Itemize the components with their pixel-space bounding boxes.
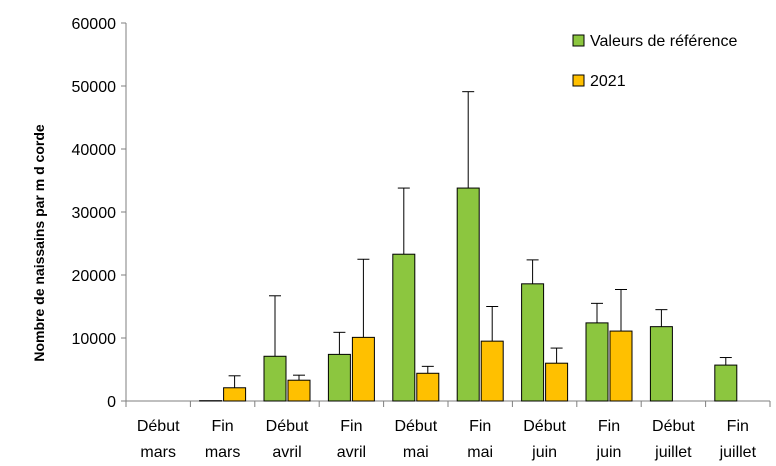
bar-reference (649, 326, 673, 402)
bar-2021 (480, 340, 504, 402)
bar-2021 (609, 330, 633, 402)
bar-reference (327, 353, 351, 402)
y-tick-label: 20000 (72, 268, 117, 285)
legend-label: Valeurs de référence (590, 33, 737, 50)
bar-2021 (416, 372, 440, 402)
y-tick-label: 50000 (72, 79, 117, 96)
bar-reference (456, 187, 480, 402)
x-tick-label: Début (523, 418, 566, 435)
bar-reference (714, 364, 738, 402)
x-tick-label: Début (137, 418, 180, 435)
x-tick-label: Fin (469, 418, 491, 435)
x-tick-labels: Début mars Fin mars Début avril Fin avril Début m… (137, 418, 757, 461)
bar-reference (392, 253, 416, 402)
bar-2021 (287, 379, 311, 402)
x-tick-label: Fin (340, 418, 362, 435)
x-tick-label: Fin (211, 418, 233, 435)
y-tick-label: 0 (107, 394, 116, 411)
y-tick-label: 30000 (72, 205, 117, 222)
x-tick-label: juin (531, 444, 557, 461)
bar-reference (585, 322, 609, 402)
y-tick-labels: 0 10000 20000 30000 40000 50000 60000 (72, 16, 117, 411)
legend: Valeurs de référence 2021 (572, 33, 737, 90)
x-tick-label: avril (337, 444, 366, 461)
legend-swatch (572, 74, 585, 87)
legend-label: 2021 (590, 73, 626, 90)
y-axis-label: Nombre de naissains par m d corde (31, 124, 47, 362)
y-tick-label: 40000 (72, 142, 117, 159)
bars (199, 187, 738, 402)
y-tick-label: 10000 (72, 331, 117, 348)
error-bars (228, 91, 732, 388)
x-tick-label: Début (266, 418, 309, 435)
x-tick-label: juillet (654, 444, 692, 461)
bar-2021 (223, 387, 247, 402)
x-tick-label: juillet (719, 444, 757, 461)
x-tick-label: mai (467, 444, 493, 461)
y-tick-label: 60000 (72, 16, 117, 33)
x-tick-label: mai (403, 444, 429, 461)
x-tick-label: Fin (727, 418, 749, 435)
x-tick-label: Début (394, 418, 437, 435)
x-tick-label: Fin (598, 418, 620, 435)
bar-2021 (545, 362, 569, 402)
x-tick-label: Début (652, 418, 695, 435)
x-tick-label: avril (272, 444, 301, 461)
x-tick-label: mars (140, 444, 176, 461)
x-tick-label: juin (596, 444, 622, 461)
legend-swatch (572, 34, 585, 47)
bar-reference (521, 283, 545, 402)
bar-reference (263, 355, 287, 402)
bar-2021 (351, 336, 375, 402)
x-tick-label: mars (205, 444, 241, 461)
